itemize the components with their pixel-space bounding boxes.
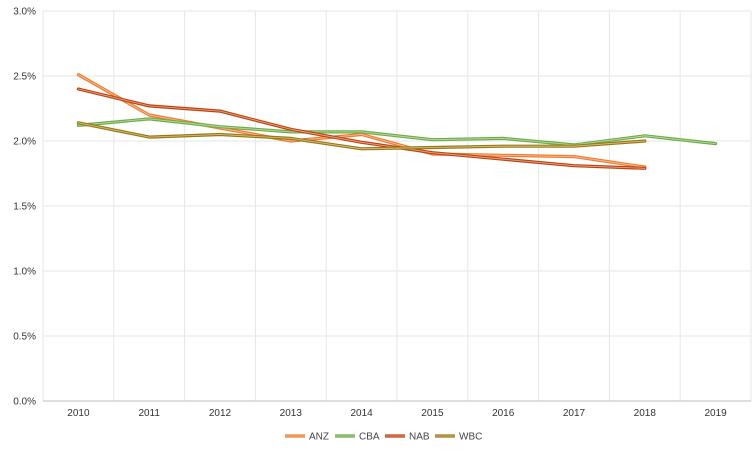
y-tick-label: 1.5% <box>13 202 36 213</box>
x-tick-label: 2018 <box>634 408 657 419</box>
legend-label: WBC <box>459 432 482 443</box>
x-tick-label: 2012 <box>209 408 232 419</box>
legend-item-anz[interactable]: ANZ <box>285 432 329 443</box>
legend-label: ANZ <box>309 432 329 443</box>
y-tick-label: 1.0% <box>13 267 36 278</box>
y-tick-label: 3.0% <box>13 7 36 18</box>
x-tick-label: 2017 <box>563 408 586 419</box>
x-tick-label: 2016 <box>492 408 515 419</box>
legend[interactable]: ANZ CBA NAB WBC <box>285 432 482 443</box>
y-tick-label: 0.0% <box>13 397 36 408</box>
series-line-highlight <box>78 122 646 150</box>
series-cba <box>76 117 718 147</box>
series-lines <box>76 73 718 170</box>
legend-item-nab[interactable]: NAB <box>385 432 430 443</box>
x-tick-label: 2019 <box>704 408 727 419</box>
x-tick-label: 2015 <box>421 408 444 419</box>
x-tick-label: 2011 <box>138 408 160 419</box>
x-tick-label: 2013 <box>280 408 303 419</box>
series-nab <box>76 87 647 170</box>
legend-item-cba[interactable]: CBA <box>335 432 380 443</box>
y-tick-label: 2.5% <box>13 72 36 83</box>
legend-label: NAB <box>409 432 430 443</box>
series-line-highlight <box>78 74 646 168</box>
legend-item-wbc[interactable]: WBC <box>435 432 482 443</box>
grid <box>42 10 752 402</box>
series-anz <box>76 73 647 169</box>
y-tick-label: 0.5% <box>13 332 36 343</box>
series-wbc <box>76 121 647 151</box>
y-axis-ticks: 0.0% 0.5% 1.0% 1.5% 2.0% 2.5% 3.0% <box>13 7 36 408</box>
series-line-highlight <box>78 88 646 169</box>
y-tick-label: 2.0% <box>13 137 36 148</box>
x-tick-label: 2010 <box>67 408 90 419</box>
series-line-highlight <box>78 118 716 146</box>
x-axis-ticks: 2010 2011 2012 2013 2014 2015 2016 2017 2018 2019 <box>67 408 727 419</box>
x-tick-label: 2014 <box>350 408 373 419</box>
legend-label: CBA <box>359 432 380 443</box>
